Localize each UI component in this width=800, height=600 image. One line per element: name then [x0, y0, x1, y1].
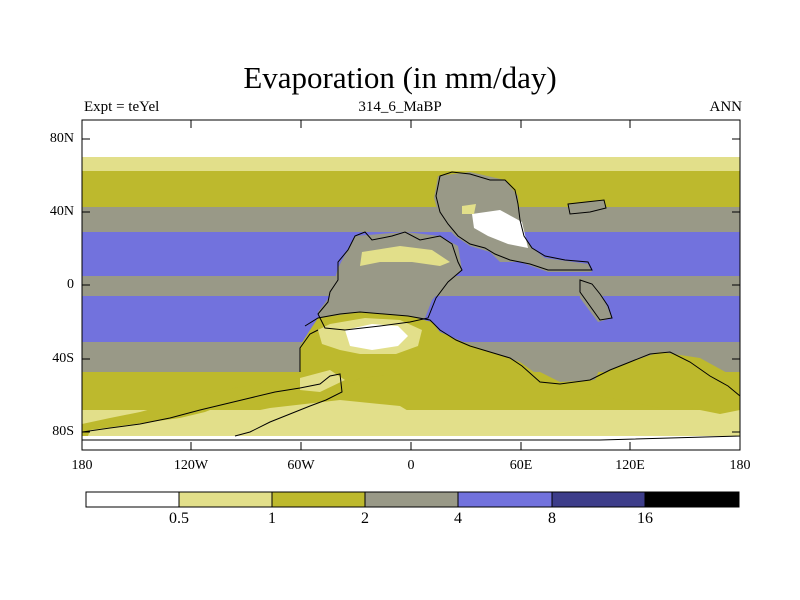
land-west-light [360, 246, 450, 266]
land-south-desert [345, 324, 408, 350]
coastline-north [435, 171, 593, 271]
y-tick-label: 40N [49, 204, 74, 219]
x-tick-label: 60E [509, 458, 533, 473]
period-label: 314_6_MaBP [358, 99, 442, 115]
x-tick-label: 120E [615, 458, 645, 473]
colorbar-label: 4 [454, 510, 462, 527]
y-tick-label: 40S [52, 351, 74, 366]
y-tick-label: 80N [49, 131, 74, 146]
coastline-island-east [579, 279, 613, 321]
y-tick-label: 0 [67, 277, 74, 292]
colorbar-box-5 [551, 491, 646, 508]
experiment-label: Expt = teYel [84, 99, 160, 115]
colorbar-box-3 [364, 491, 459, 508]
map-title: Evaporation (in mm/day) [243, 60, 557, 95]
x-tick-label: 0 [407, 458, 415, 473]
land-antarctic-light [170, 400, 420, 432]
y-tick-label: 80S [52, 424, 74, 439]
colorbar-label: 16 [637, 510, 653, 527]
land-south-gray-east [540, 360, 600, 382]
season-label: ANN [709, 99, 743, 115]
colorbar-box-6 [644, 491, 740, 508]
band-north-olive [82, 171, 740, 207]
colorbar [85, 491, 740, 508]
land-island-east [578, 280, 612, 322]
colorbar-label: 1 [268, 510, 276, 527]
land-north-desert [472, 210, 528, 248]
x-axis-ticks [190, 120, 631, 450]
x-tick-label: 60W [287, 458, 315, 473]
colorbar-label: 8 [548, 510, 556, 527]
y-axis-ticks [82, 138, 740, 433]
x-tick-label: 180 [71, 458, 93, 473]
band-north-gray [82, 207, 740, 232]
band-north-light [82, 157, 740, 171]
coastline-west [317, 231, 463, 331]
land-north-light [462, 204, 476, 214]
x-tick-label: 120W [173, 458, 209, 473]
colorbar-box-2 [271, 491, 366, 508]
evaporation-field [82, 120, 740, 450]
coastline-island-northeast [567, 199, 607, 215]
x-tick-label: 180 [729, 458, 751, 473]
colorbar-box-0 [85, 491, 180, 508]
colorbar-box-1 [178, 491, 273, 508]
colorbar-label: 2 [361, 510, 369, 527]
colorbar-label: 0.5 [169, 510, 189, 527]
coastline-south-west [299, 329, 319, 372]
colorbar-box-4 [457, 491, 553, 508]
